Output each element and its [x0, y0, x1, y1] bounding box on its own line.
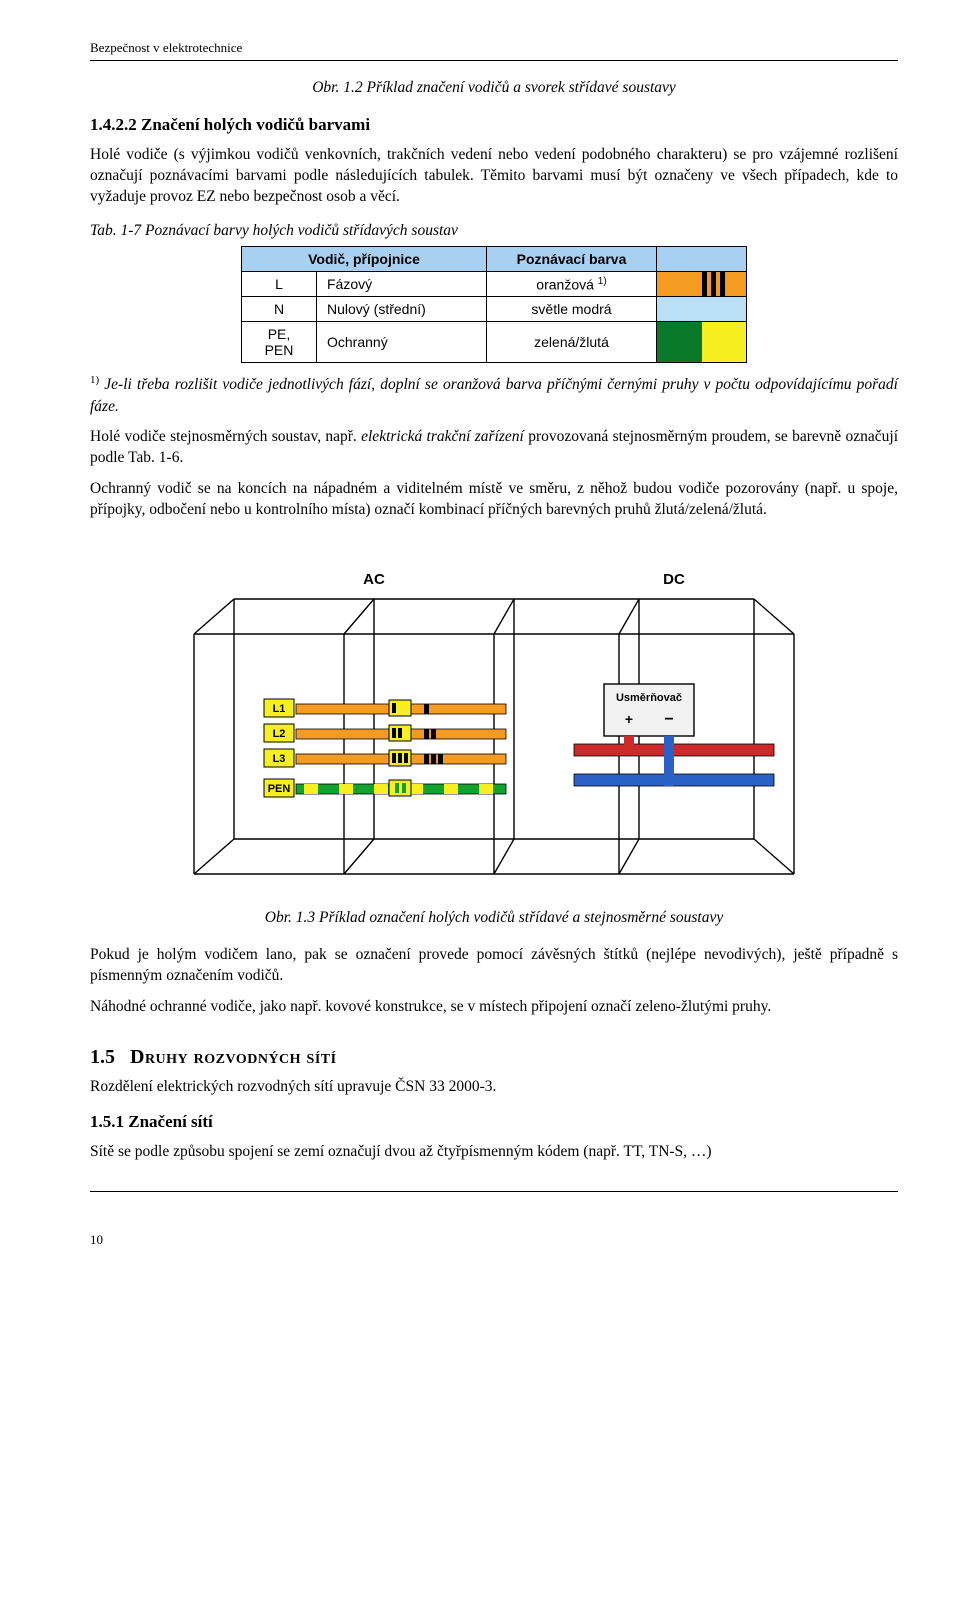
- after-table-p1b: elektrická trakční zařízení: [361, 428, 524, 445]
- tab17-caption: Tab. 1-7 Poznávací barvy holých vodičů s…: [90, 222, 898, 240]
- fig13-caption: Obr. 1.3 Příklad označení holých vodičů …: [90, 909, 898, 927]
- after-fig13-p2: Náhodné ochranné vodiče, jako např. kovo…: [90, 997, 898, 1018]
- row-symbol: N: [242, 297, 317, 322]
- svg-text:AC: AC: [363, 571, 385, 588]
- after-fig13-p1: Pokud je holým vodičem lano, pak se ozna…: [90, 945, 898, 987]
- sec-1422-heading: 1.4.2.2 Značení holých vodičů barvami: [90, 115, 898, 135]
- row-symbol: L: [242, 271, 317, 297]
- tab17-head-right: Poznávací barva: [487, 246, 657, 271]
- tab17-footnote-text: Je-li třeba rozlišit vodiče jednotlivých…: [90, 377, 898, 415]
- sec-15-heading: 1.5 Druhy rozvodných sítí: [90, 1046, 898, 1069]
- tab17-head-left: Vodič, přípojnice: [242, 246, 487, 271]
- sec-15-title: Druhy rozvodných sítí: [130, 1046, 337, 1068]
- sec-151-heading: 1.5.1 Značení sítí: [90, 1112, 898, 1132]
- row-name: Fázový: [317, 271, 487, 297]
- row-color-label: zelená/žlutá: [487, 322, 657, 363]
- svg-text:L1: L1: [273, 703, 286, 715]
- svg-text:PEN: PEN: [268, 783, 291, 795]
- sec-15-p1: Rozdělení elektrických rozvodných sítí u…: [90, 1077, 898, 1098]
- row-color-label: světle modrá: [487, 297, 657, 322]
- tab17-footnote: 1) Je-li třeba rozlišit vodiče jednotliv…: [90, 373, 898, 417]
- header-rule: [90, 60, 898, 61]
- page-number: 10: [90, 1232, 898, 1248]
- running-title: Bezpečnost v elektrotechnice: [90, 40, 898, 56]
- tab17-footnote-mark: 1): [90, 374, 99, 386]
- after-table-p1a: Holé vodiče stejnosměrných soustav, např…: [90, 428, 361, 445]
- table-row: NNulový (střední)světle modrá: [242, 297, 747, 322]
- after-table-p2: Ochranný vodič se na koncích na nápadném…: [90, 479, 898, 521]
- sec-151-p1: Sítě se podle způsobu spojení se zemí oz…: [90, 1142, 898, 1163]
- tab17-table: Vodič, přípojnice Poznávací barva LFázov…: [241, 246, 747, 364]
- tab17-head-swatch: [657, 246, 747, 271]
- svg-text:+: +: [625, 711, 633, 727]
- sec-15-num: 1.5: [90, 1046, 115, 1068]
- svg-text:−: −: [664, 711, 673, 728]
- svg-text:Usměrňovač: Usměrňovač: [616, 692, 682, 704]
- table-row: LFázovýoranžová 1): [242, 271, 747, 297]
- row-name: Nulový (střední): [317, 297, 487, 322]
- row-swatch: [657, 271, 747, 297]
- sec-1422-p1: Holé vodiče (s výjimkou vodičů venkovníc…: [90, 145, 898, 208]
- fig13-diagram: AC DC L1 L2 L3 PEN Usměrňovač + −: [90, 539, 898, 899]
- footer-rule: [90, 1191, 898, 1192]
- after-table-p1: Holé vodiče stejnosměrných soustav, např…: [90, 427, 898, 469]
- svg-text:L2: L2: [273, 728, 286, 740]
- row-swatch: [657, 297, 747, 322]
- table-row: PE, PENOchrannýzelená/žlutá: [242, 322, 747, 363]
- fig12-caption: Obr. 1.2 Příklad značení vodičů a svorek…: [90, 79, 898, 97]
- svg-text:DC: DC: [663, 571, 685, 588]
- row-name: Ochranný: [317, 322, 487, 363]
- row-color-label: oranžová 1): [487, 271, 657, 297]
- row-swatch: [657, 322, 747, 363]
- svg-text:L3: L3: [273, 753, 286, 765]
- row-symbol: PE, PEN: [242, 322, 317, 363]
